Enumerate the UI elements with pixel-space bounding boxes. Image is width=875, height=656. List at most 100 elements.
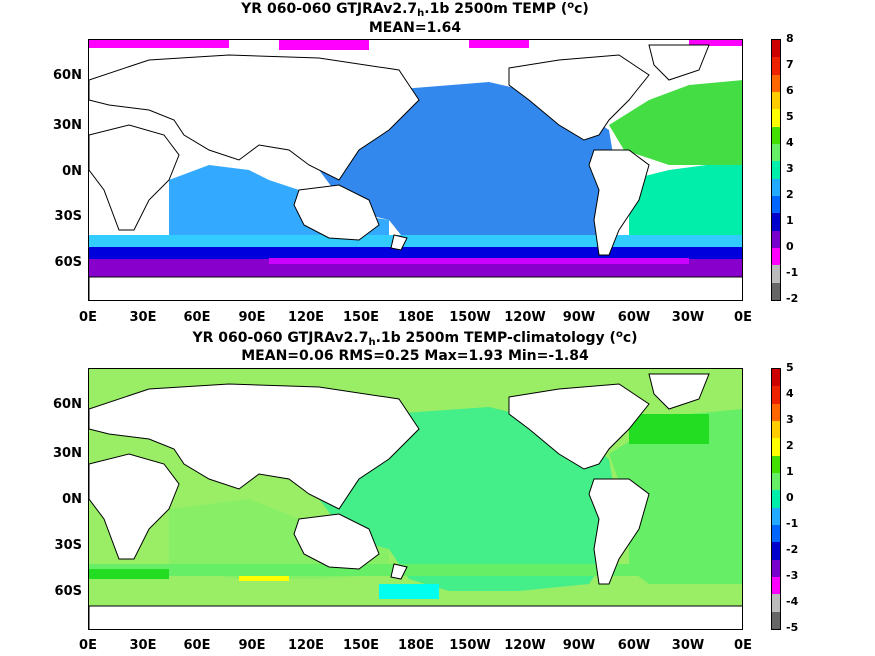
panel2-lon-120e: 120E <box>287 638 325 653</box>
panel1-lon-30w: 30W <box>671 310 705 325</box>
colorbar-segment <box>772 455 780 473</box>
panel1-lon-60e: 60E <box>183 310 211 325</box>
panel1-lon-60w: 60W <box>617 310 651 325</box>
colorbar-tick-label: 0 <box>786 240 794 253</box>
panel1-lon-180e: 180E <box>397 310 435 325</box>
colorbar-segment <box>772 109 780 127</box>
colorbar-segment <box>772 403 780 421</box>
colorbar-segment <box>772 559 780 577</box>
colorbar-segment <box>772 230 780 248</box>
colorbar-tick-label: -2 <box>786 543 799 556</box>
panel1-title: YR 060-060 GTJRAv2.7h.1b 2500m TEMP (oc) <box>241 0 589 19</box>
panel1-lon-150w: 150W <box>449 310 491 325</box>
panel2-map <box>88 368 743 630</box>
colorbar-segment <box>772 524 780 543</box>
colorbar-tick-label: 3 <box>786 413 794 426</box>
colorbar-segment <box>772 143 780 162</box>
panel1-lon-30e: 30E <box>129 310 157 325</box>
australia <box>293 184 380 241</box>
colorbar-segment <box>772 369 780 387</box>
panel2-lon-0e-end: 0E <box>734 638 752 653</box>
panel2-lat-30n: 30N <box>53 446 82 461</box>
panel2-map-svg <box>89 369 742 629</box>
colorbar-tick-label: -4 <box>786 595 799 608</box>
panel1-map-svg <box>89 40 742 300</box>
panel2-lon-180e: 180E <box>397 638 435 653</box>
panel2-lon-90e: 90E <box>238 638 266 653</box>
colorbar-segment <box>772 386 780 404</box>
southern-ocean-magenta <box>269 258 689 264</box>
panel2-lon-90w: 90W <box>562 638 596 653</box>
panel1-subtitle: MEAN=1.64 <box>368 20 462 36</box>
panel2-lat-60s: 60S <box>54 584 82 599</box>
new-zealand <box>390 234 408 251</box>
colorbar-segment <box>772 490 780 508</box>
colorbar-segment <box>772 507 780 525</box>
greenland <box>648 44 710 81</box>
colorbar-segment <box>772 195 780 214</box>
panel2-lat-0n: 0N <box>62 492 82 507</box>
panel2-lon-30w: 30W <box>671 638 705 653</box>
colorbar-tick-label: 8 <box>786 32 794 45</box>
colorbar-segment <box>772 57 780 75</box>
colorbar-tick-label: 4 <box>786 387 794 400</box>
panel1-lat-60n: 60N <box>53 68 82 83</box>
panel1-lat-0n: 0N <box>62 164 82 179</box>
colorbar-tick-label: 2 <box>786 439 794 452</box>
colorbar-tick-label: -3 <box>786 569 799 582</box>
colorbar-tick-label: 4 <box>786 136 794 149</box>
eurasia <box>89 54 420 181</box>
panel1-lon-0e-end: 0E <box>734 310 752 325</box>
colorbar-segment <box>772 40 780 58</box>
colorbar-segment <box>772 213 780 231</box>
colorbar-segment <box>772 611 780 629</box>
arctic-magenta <box>89 40 229 48</box>
colorbar-tick-label: -1 <box>786 517 799 530</box>
north-america <box>508 54 650 141</box>
colorbar-segment <box>772 420 780 439</box>
south-atlantic <box>629 160 742 255</box>
antarctic-coast <box>89 276 742 300</box>
panel2-subtitle: MEAN=0.06 RMS=0.25 Max=1.93 Min=-1.84 <box>241 348 589 364</box>
colorbar-segment <box>772 126 780 144</box>
panel2-lon-60w: 60W <box>617 638 651 653</box>
colorbar-tick-label: 1 <box>786 465 794 478</box>
panel1-lon-120e: 120E <box>287 310 325 325</box>
colorbar-segment <box>772 472 780 491</box>
atlantic-anomaly <box>609 409 742 584</box>
panel1-lat-30n: 30N <box>53 118 82 133</box>
colorbar-segment <box>772 178 780 196</box>
colorbar-segment <box>772 74 780 92</box>
colorbar-tick-label: 1 <box>786 214 794 227</box>
colorbar-tick-label: 6 <box>786 84 794 97</box>
panel2-lon-60e: 60E <box>183 638 211 653</box>
cyan-anomaly <box>379 584 439 599</box>
colorbar-tick-label: 5 <box>786 110 794 123</box>
south-america <box>588 149 650 256</box>
panel1-map <box>88 39 743 301</box>
colorbar-tick-label: 2 <box>786 188 794 201</box>
panel2-lon-150w: 150W <box>449 638 491 653</box>
colorbar-segment <box>772 438 780 456</box>
panel2-lat-30s: 30S <box>54 538 82 553</box>
colorbar-segment <box>772 542 780 560</box>
southern-ocean-cyan <box>89 235 742 247</box>
africa <box>89 124 180 231</box>
panel1-lat-60s: 60S <box>54 255 82 270</box>
panel1-colorbar <box>771 39 781 301</box>
panel2-lon-120w: 120W <box>504 638 546 653</box>
colorbar-segment <box>772 91 780 110</box>
colorbar-segment <box>772 265 780 283</box>
panel2-lon-30e: 30E <box>129 638 157 653</box>
colorbar-segment <box>772 576 780 595</box>
panel1-lon-150e: 150E <box>342 310 380 325</box>
colorbar-tick-label: -1 <box>786 266 799 279</box>
southern-ocean-blue <box>89 247 742 259</box>
colorbar-segment <box>772 247 780 266</box>
panel1-lon-90w: 90W <box>562 310 596 325</box>
panel2-colorbar <box>771 368 781 630</box>
panel2-lon-0e: 0E <box>79 638 97 653</box>
colorbar-segment <box>772 594 780 612</box>
colorbar-tick-label: -2 <box>786 292 799 305</box>
colorbar-tick-label: -5 <box>786 621 799 634</box>
